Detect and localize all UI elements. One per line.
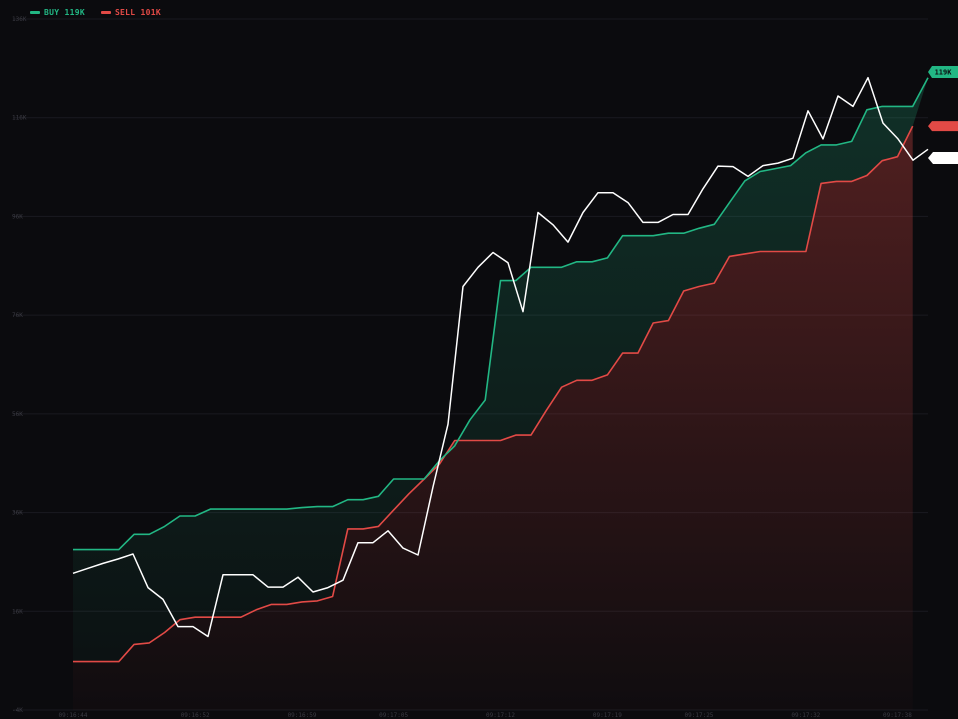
sell-last-tag <box>928 121 958 132</box>
y-tick-label: 56K <box>12 411 23 418</box>
buy-last-tag-label: 119K <box>935 69 953 77</box>
last-value-tags: 119K <box>928 66 958 164</box>
legend-item-buy[interactable]: BUY 119K <box>30 8 85 17</box>
series-lines <box>72 76 929 663</box>
legend-item-sell[interactable]: SELL 101K <box>100 8 161 17</box>
sell-area <box>73 126 913 711</box>
sell-legend-label: SELL 101K <box>114 8 161 17</box>
series-areas <box>73 77 928 711</box>
buy-area <box>73 77 928 662</box>
price-last-tag <box>928 152 958 164</box>
x-tick-label: 09:17:25 <box>685 712 714 719</box>
y-tick-label: 76K <box>12 312 23 319</box>
x-tick-label: 09:17:19 <box>593 712 622 719</box>
x-tick-label: 09:16:44 <box>59 712 88 719</box>
x-tick-label: 09:17:38 <box>883 712 912 719</box>
y-tick-label: -4K <box>12 707 23 714</box>
x-axis: 09:16:44 09:16:52 09:16:59 09:17:05 09:17:12… <box>59 712 913 719</box>
y-tick-label: 136K <box>12 16 27 23</box>
y-tick-label: 36K <box>12 510 23 517</box>
y-axis: -4K 16K 36K 56K 76K 96K 116K 136K <box>12 16 27 714</box>
buy-line <box>73 77 929 551</box>
buy-swatch <box>30 11 40 14</box>
price-line <box>72 76 929 638</box>
x-tick-label: 09:16:59 <box>288 712 317 719</box>
buy-legend-label: BUY 119K <box>44 8 85 17</box>
x-tick-label: 09:17:32 <box>791 712 820 719</box>
y-tick-label: 16K <box>12 608 23 615</box>
x-tick-label: 09:16:52 <box>181 712 210 719</box>
sell-swatch <box>100 11 111 14</box>
y-tick-label: 116K <box>12 115 27 122</box>
x-tick-label: 09:17:05 <box>379 712 408 719</box>
buy-last-tag <box>928 66 958 78</box>
legend: BUY 119K SELL 101K <box>30 8 161 17</box>
y-tick-label: 96K <box>12 213 23 220</box>
x-tick-label: 09:17:12 <box>486 712 515 719</box>
